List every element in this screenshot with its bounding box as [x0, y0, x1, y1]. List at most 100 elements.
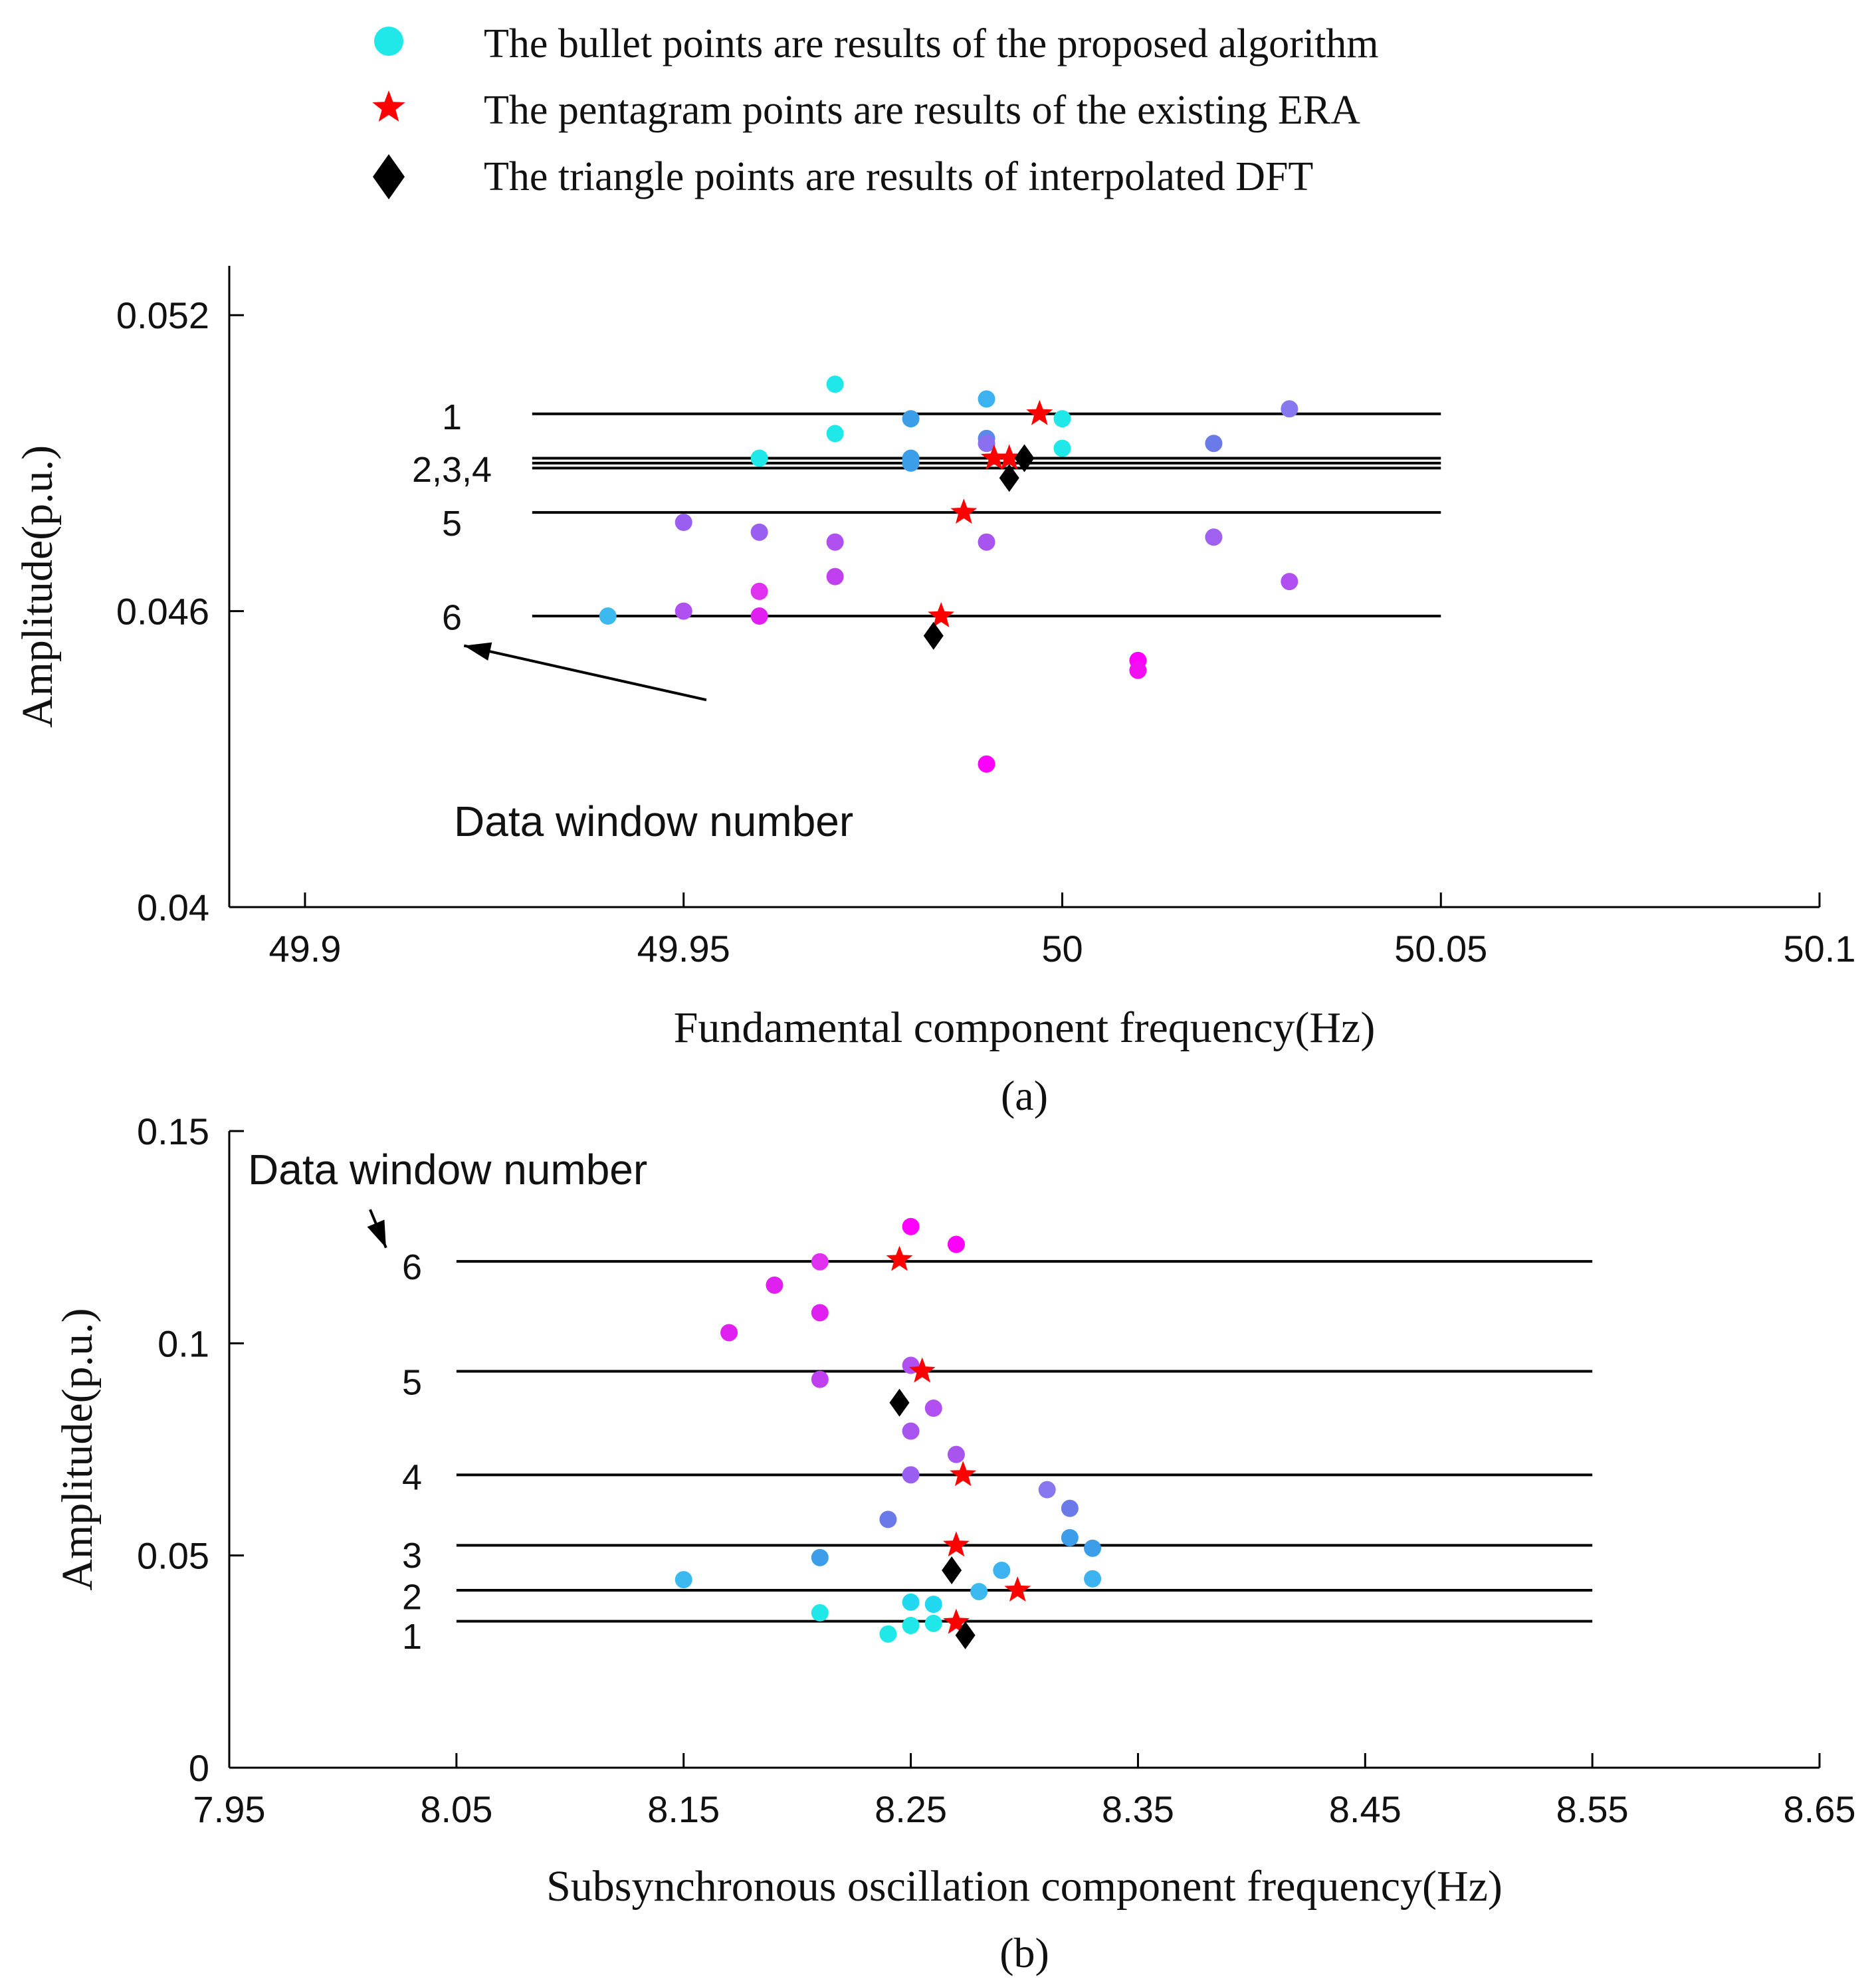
y-axis-label: Amplitude(p.u.): [13, 445, 62, 728]
proposed-point: [1053, 410, 1071, 428]
proposed-point: [978, 533, 995, 551]
legend-item-proposed: The bullet points are results of the pro…: [374, 21, 1378, 66]
era-point: [928, 602, 955, 627]
y-tick-label: 0.04: [137, 887, 209, 928]
proposed-point: [811, 1253, 829, 1271]
proposed-point: [902, 410, 920, 428]
x-tick-label: 8.55: [1556, 1788, 1629, 1830]
era-point: [908, 1357, 936, 1383]
legend-item-dft: The triangle points are results of inter…: [373, 154, 1313, 199]
legend-label-proposed: The bullet points are results of the pro…: [484, 21, 1378, 66]
legend-item-era: The pentagram points are results of the …: [372, 88, 1360, 133]
proposed-point: [902, 1593, 920, 1611]
window-label: 4: [402, 1457, 422, 1497]
y-tick-label: 0.1: [157, 1322, 209, 1364]
x-tick-label: 49.95: [637, 928, 730, 970]
proposed-point: [924, 1400, 942, 1417]
proposed-point: [826, 533, 844, 551]
proposed-point: [947, 1235, 965, 1253]
proposed-point: [1281, 573, 1299, 591]
window-label: 6: [402, 1247, 422, 1287]
proposed-point: [978, 435, 995, 453]
era-point: [980, 444, 1007, 470]
x-tick-label: 8.05: [420, 1788, 492, 1830]
proposed-point: [879, 1511, 897, 1528]
proposed-point: [879, 1625, 897, 1643]
dft-point: [942, 1556, 962, 1585]
legend-star-icon: [372, 90, 405, 122]
proposed-point: [720, 1324, 738, 1342]
proposed-point: [902, 1617, 920, 1635]
proposed-point: [811, 1370, 829, 1388]
proposed-point: [924, 1614, 942, 1632]
x-tick-label: 8.25: [875, 1788, 947, 1830]
proposed-point: [675, 602, 692, 620]
x-tick-label: 50.1: [1784, 928, 1856, 970]
proposed-point: [993, 1562, 1011, 1580]
proposed-point: [1205, 528, 1223, 546]
era-point: [1026, 399, 1053, 425]
era-point: [943, 1531, 970, 1557]
era-point: [950, 498, 978, 524]
proposed-point: [924, 1596, 942, 1614]
proposed-point: [1061, 1499, 1079, 1517]
proposed-point: [902, 1217, 920, 1235]
proposed-point: [978, 755, 995, 773]
window-label: 6: [442, 598, 462, 638]
annotation-arrowhead: [367, 1219, 386, 1248]
y-tick-label: 0.05: [137, 1535, 209, 1577]
proposed-point: [750, 607, 768, 625]
x-axis-label: Fundamental component frequency(Hz): [674, 1003, 1376, 1052]
proposed-point: [902, 1422, 920, 1440]
chart-panel-a: 49.9 49.95 50 50.05 50.1 0.04 0.046 0.052 Fundam…: [13, 266, 1856, 1119]
x-tick-label: 49.9: [268, 928, 341, 970]
dft-point: [955, 1621, 976, 1649]
proposed-point: [750, 523, 768, 541]
legend-label-era: The pentagram points are results of the …: [484, 88, 1360, 133]
proposed-point: [675, 1571, 692, 1589]
proposed-point: [1061, 1528, 1079, 1546]
y-axis-label: Amplitude(p.u.): [53, 1308, 102, 1590]
dft-point: [889, 1388, 910, 1417]
proposed-point: [766, 1276, 783, 1294]
dft-point: [999, 464, 1019, 492]
window-label: 3: [402, 1536, 422, 1576]
dft-point: [1014, 444, 1035, 472]
annotation-text: Data window number: [454, 797, 853, 845]
legend: The bullet points are results of the pro…: [372, 21, 1378, 199]
window-label: 2: [402, 1577, 422, 1617]
annotation-arrow-line: [463, 644, 707, 702]
window-label: 5: [402, 1362, 422, 1402]
proposed-point: [947, 1445, 965, 1463]
era-point: [1004, 1576, 1031, 1602]
window-label: 5: [442, 504, 462, 544]
window-label: 1: [402, 1617, 422, 1657]
x-tick-label: 50: [1041, 928, 1083, 970]
proposed-point: [902, 1466, 920, 1484]
proposed-point: [1084, 1570, 1102, 1588]
proposed-point: [811, 1304, 829, 1322]
legend-label-dft: The triangle points are results of inter…: [484, 154, 1313, 199]
proposed-point: [1281, 400, 1299, 418]
proposed-point: [826, 425, 844, 443]
x-tick-label: 50.05: [1394, 928, 1487, 970]
panel-caption: (a): [1001, 1072, 1048, 1119]
proposed-point: [675, 514, 692, 531]
legend-diamond-icon: [373, 154, 405, 199]
era-point: [943, 1608, 970, 1634]
era-point: [995, 444, 1023, 470]
x-tick-label: 8.15: [647, 1788, 720, 1830]
proposed-point: [1084, 1539, 1102, 1557]
proposed-point: [750, 582, 768, 600]
proposed-point: [1038, 1481, 1056, 1499]
proposed-point: [811, 1604, 829, 1621]
annotation-text: Data window number: [248, 1146, 647, 1194]
annotation-arrowhead: [464, 642, 492, 661]
era-point: [950, 1461, 977, 1487]
proposed-point: [902, 454, 920, 472]
y-tick-label: 0.046: [116, 591, 209, 633]
proposed-point: [970, 1582, 988, 1600]
y-tick-label: 0.15: [137, 1110, 209, 1152]
proposed-point: [599, 607, 617, 625]
